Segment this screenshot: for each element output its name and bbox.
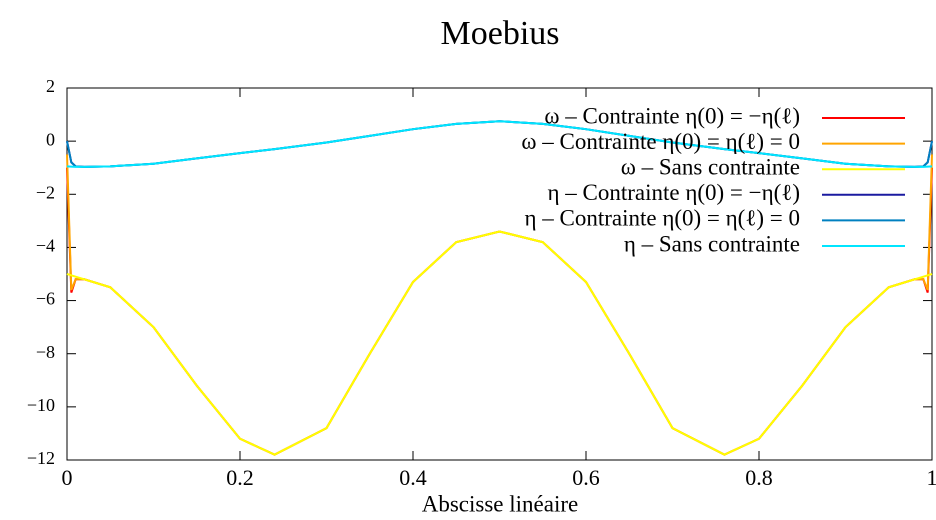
legend-label: ω – Contrainte η(0) = η(ℓ) = 0	[521, 129, 800, 154]
x-axis-label: Abscisse linéaire	[422, 491, 578, 516]
x-tick-label: 0.2	[226, 465, 254, 490]
chart-title: Moebius	[441, 15, 560, 52]
x-tick-label: 0	[62, 465, 73, 490]
legend-label: η – Contrainte η(0) = η(ℓ) = 0	[524, 206, 800, 231]
legend-label: η – Sans contrainte	[624, 231, 800, 256]
y-tick-label: −4	[36, 236, 55, 256]
legend-label: η – Contrainte η(0) = −η(ℓ)	[547, 180, 800, 205]
series-line	[66, 120, 933, 168]
x-tick-label: 0.6	[572, 465, 600, 490]
x-tick-label: 0.8	[745, 465, 773, 490]
y-tick-label: −10	[27, 395, 55, 415]
y-tick-label: −8	[36, 342, 55, 362]
series-line	[66, 120, 933, 168]
y-tick-label: 0	[46, 129, 55, 149]
plot-frame	[66, 87, 933, 461]
series-line	[66, 230, 933, 456]
legend-label: ω – Sans contrainte	[621, 154, 800, 179]
y-tick-label: −12	[27, 448, 55, 468]
series-line	[66, 120, 933, 168]
y-tick-label: −2	[36, 182, 55, 202]
series-line	[66, 154, 933, 456]
y-tick-label: 2	[46, 76, 55, 96]
y-tick-label: −6	[36, 289, 55, 309]
x-tick-label: 0.4	[399, 465, 427, 490]
legend-label: ω – Contrainte η(0) = −η(ℓ)	[544, 103, 800, 128]
x-tick-label: 1	[927, 465, 936, 490]
series-line	[66, 167, 933, 456]
